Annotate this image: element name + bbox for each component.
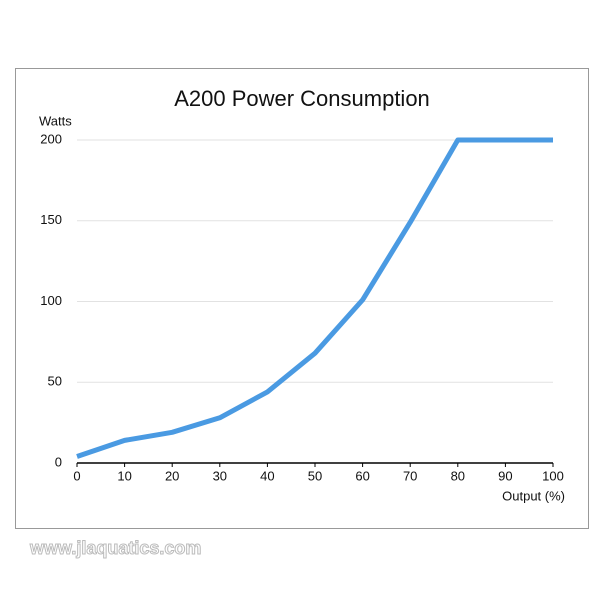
data-line (76, 137, 553, 459)
x-tick-label: 50 (308, 468, 322, 483)
x-tick-label: 40 (260, 468, 274, 483)
x-tick-label: 60 (355, 468, 369, 483)
x-tick-label: 70 (403, 468, 417, 483)
x-tick-label: 30 (213, 468, 227, 483)
x-axis-label: Output (%) (502, 488, 565, 503)
x-tick-label: 20 (165, 468, 179, 483)
y-tick-label: 150 (40, 212, 62, 227)
y-tick-label: 200 (40, 131, 62, 146)
y-axis-label: Watts (39, 113, 72, 128)
x-tick-label: 90 (498, 468, 512, 483)
x-tick-label: 10 (117, 468, 131, 483)
watermark: www.jlaquatics.com (29, 538, 201, 558)
y-tick-label: 50 (48, 374, 62, 389)
y-tick-label: 100 (40, 293, 62, 308)
y-tick-label: 0 (55, 454, 62, 469)
x-tick-label: 0 (73, 468, 80, 483)
chart-frame (15, 68, 589, 529)
x-tick-label: 80 (451, 468, 465, 483)
chart-title: A200 Power Consumption (174, 86, 430, 111)
x-tick-label: 100 (542, 468, 564, 483)
